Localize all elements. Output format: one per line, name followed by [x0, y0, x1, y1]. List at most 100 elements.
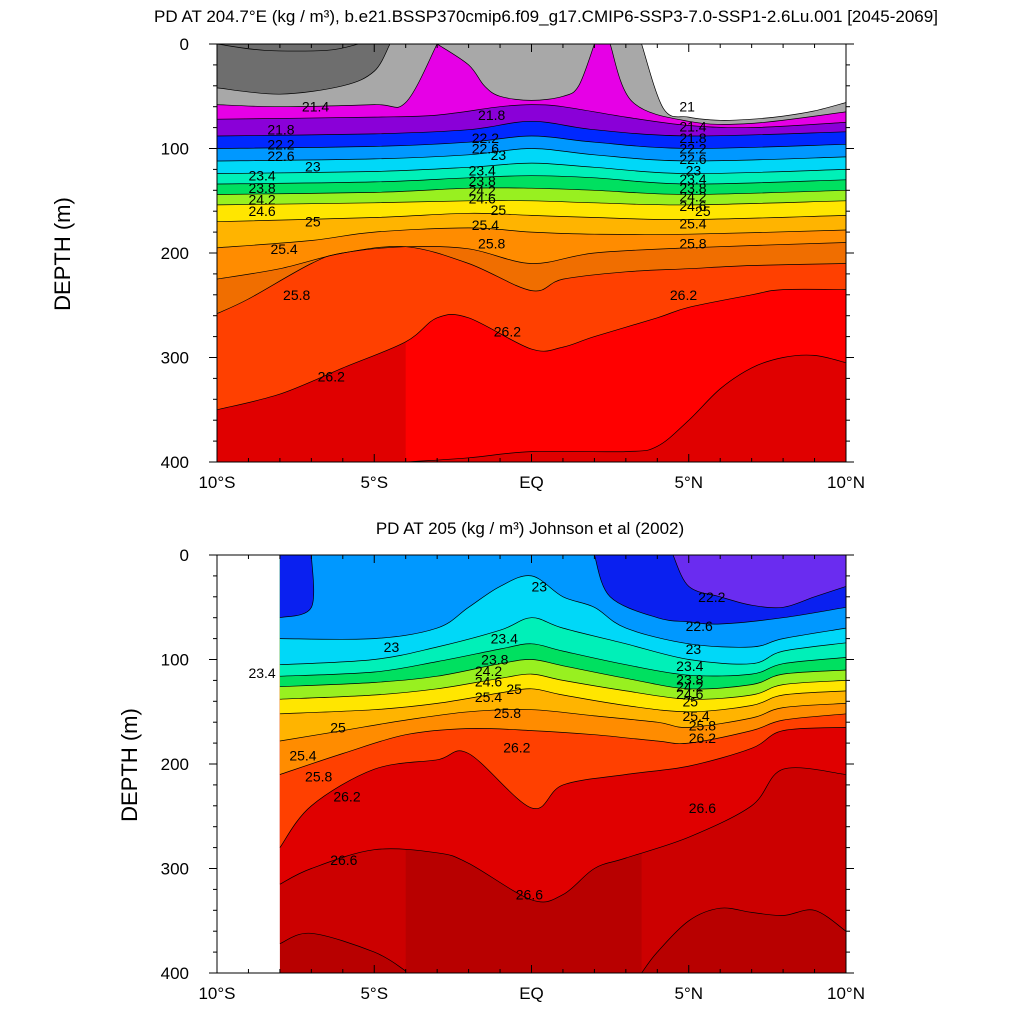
contour-line-23 — [217, 148, 846, 162]
contour-fill-21 — [217, 44, 390, 95]
contour-label: 26.6 — [516, 887, 543, 903]
contour-label: 25.8 — [679, 236, 706, 252]
contour-line-26-8 — [279, 932, 406, 972]
contour-line-24-2 — [217, 187, 846, 195]
x-tick-label: 5°S — [360, 473, 388, 492]
contour-label: 26.2 — [503, 739, 530, 755]
chart-panel-model: PD AT 204.7°E (kg / m³), b.e21.BSSP370cm… — [50, 7, 938, 492]
contour-label: 25.4 — [679, 216, 706, 232]
y-tick-label: 200 — [161, 244, 189, 263]
contour-label: 23.4 — [248, 168, 275, 184]
contour-label: 21 — [679, 99, 695, 115]
y-tick-label: 100 — [161, 140, 189, 159]
x-tick-label: EQ — [519, 473, 544, 492]
chart-panel-observations: PD AT 205 (kg / m³) Johnson et al (2002)… — [117, 519, 865, 1003]
contour-line-22-6 — [594, 555, 846, 625]
contour-label: 23.4 — [469, 162, 496, 178]
contour-label: 21.8 — [478, 107, 505, 123]
contour-line-23-4 — [279, 617, 846, 666]
contour-label: 25.8 — [305, 769, 332, 785]
contour-label: 26.2 — [494, 323, 521, 339]
missing-data-region — [641, 44, 846, 121]
contour-label: 23 — [305, 158, 321, 174]
contour-label: 22.2 — [698, 589, 725, 605]
contour-line-26-6 — [279, 767, 846, 903]
contour-label: 26.2 — [333, 788, 360, 804]
contour-field — [217, 44, 846, 462]
contour-label: 22.2 — [679, 141, 706, 157]
x-tick-label: 10°N — [827, 984, 865, 1003]
contour-label: 26.6 — [689, 800, 716, 816]
contour-fill-22-6 — [279, 555, 314, 618]
y-tick-label: 300 — [161, 349, 189, 368]
contour-line-26-2 — [279, 727, 846, 848]
contour-label: 25 — [330, 719, 346, 735]
contour-label: 24.6 — [469, 191, 496, 207]
contour-label: 21.4 — [679, 119, 706, 135]
contour-line-22-2 — [217, 120, 846, 137]
y-tick-label: 400 — [161, 964, 189, 983]
contour-label: 25.8 — [283, 287, 310, 303]
contour-line-24-6 — [217, 200, 846, 206]
contour-line-23 — [279, 575, 846, 648]
contour-label: 25.8 — [689, 717, 716, 733]
contour-label: 23 — [532, 578, 548, 594]
contour-label: 23 — [384, 639, 400, 655]
contour-label: 24.2 — [475, 663, 502, 679]
contour-label: 23.8 — [469, 173, 496, 189]
contour-label: 24.6 — [679, 198, 706, 214]
contour-label: 23.8 — [248, 180, 275, 196]
contour-label: 21.8 — [679, 130, 706, 146]
contour-label: 25.4 — [289, 748, 316, 764]
contour-label: 22.2 — [472, 130, 499, 146]
x-tick-label: EQ — [519, 984, 544, 1003]
contour-label: 24.2 — [679, 189, 706, 205]
contour-label: 24.6 — [475, 673, 502, 689]
contour-fill-21-4 — [437, 44, 595, 101]
x-tick-label: 5°N — [674, 473, 703, 492]
contour-label: 25.8 — [478, 236, 505, 252]
y-tick-label: 0 — [180, 546, 189, 565]
y-tick-label: 300 — [161, 860, 189, 879]
contour-label: 23 — [686, 162, 702, 178]
contour-label: 24.2 — [248, 192, 275, 208]
y-axis-label: DEPTH (m) — [50, 197, 75, 311]
contour-line-23-8 — [217, 175, 846, 185]
contour-label: 25.4 — [472, 217, 499, 233]
contour-label: 25 — [682, 693, 698, 709]
contour-label: 25.4 — [682, 708, 709, 724]
contour-label: 23.8 — [679, 180, 706, 196]
x-tick-label: 10°N — [827, 473, 865, 492]
contour-line-25 — [217, 212, 846, 223]
contour-label: 23.8 — [481, 652, 508, 668]
contour-label: 26.6 — [330, 852, 357, 868]
contour-label: 22.6 — [686, 618, 713, 634]
contour-field — [279, 555, 846, 973]
contour-label: 23.4 — [491, 631, 518, 647]
contour-line-23-8 — [279, 643, 846, 677]
contour-label: 23.8 — [676, 671, 703, 687]
contour-label: 23 — [491, 147, 507, 163]
contour-label: 22.2 — [267, 136, 294, 152]
contour-label: 25.8 — [494, 705, 521, 721]
contour-label: 25 — [695, 203, 711, 219]
contour-line-26-8 — [641, 907, 846, 973]
x-tick-label: 10°S — [198, 984, 235, 1003]
contour-line-24-6 — [279, 673, 846, 700]
plot-area: 21.421.822.222.62323.423.824.224.62525.4… — [161, 35, 865, 492]
contour-label: 23.4 — [676, 658, 703, 674]
contour-label: 21.8 — [267, 122, 294, 138]
contour-line-26-6 — [405, 354, 846, 462]
contour-line-25-4 — [217, 227, 846, 249]
contour-label: 24.2 — [469, 182, 496, 198]
contour-label: 23 — [686, 641, 702, 657]
contour-line-21-4 — [609, 44, 846, 125]
contour-line-26 — [217, 246, 846, 314]
contour-line-25-8 — [279, 713, 846, 775]
contour-line-20-6 — [217, 44, 359, 52]
chart-title: PD AT 205 (kg / m³) Johnson et al (2002) — [376, 519, 684, 538]
contour-label: 22.6 — [267, 148, 294, 164]
contour-line-21-4 — [217, 44, 438, 108]
contour-label: 22.6 — [679, 151, 706, 167]
